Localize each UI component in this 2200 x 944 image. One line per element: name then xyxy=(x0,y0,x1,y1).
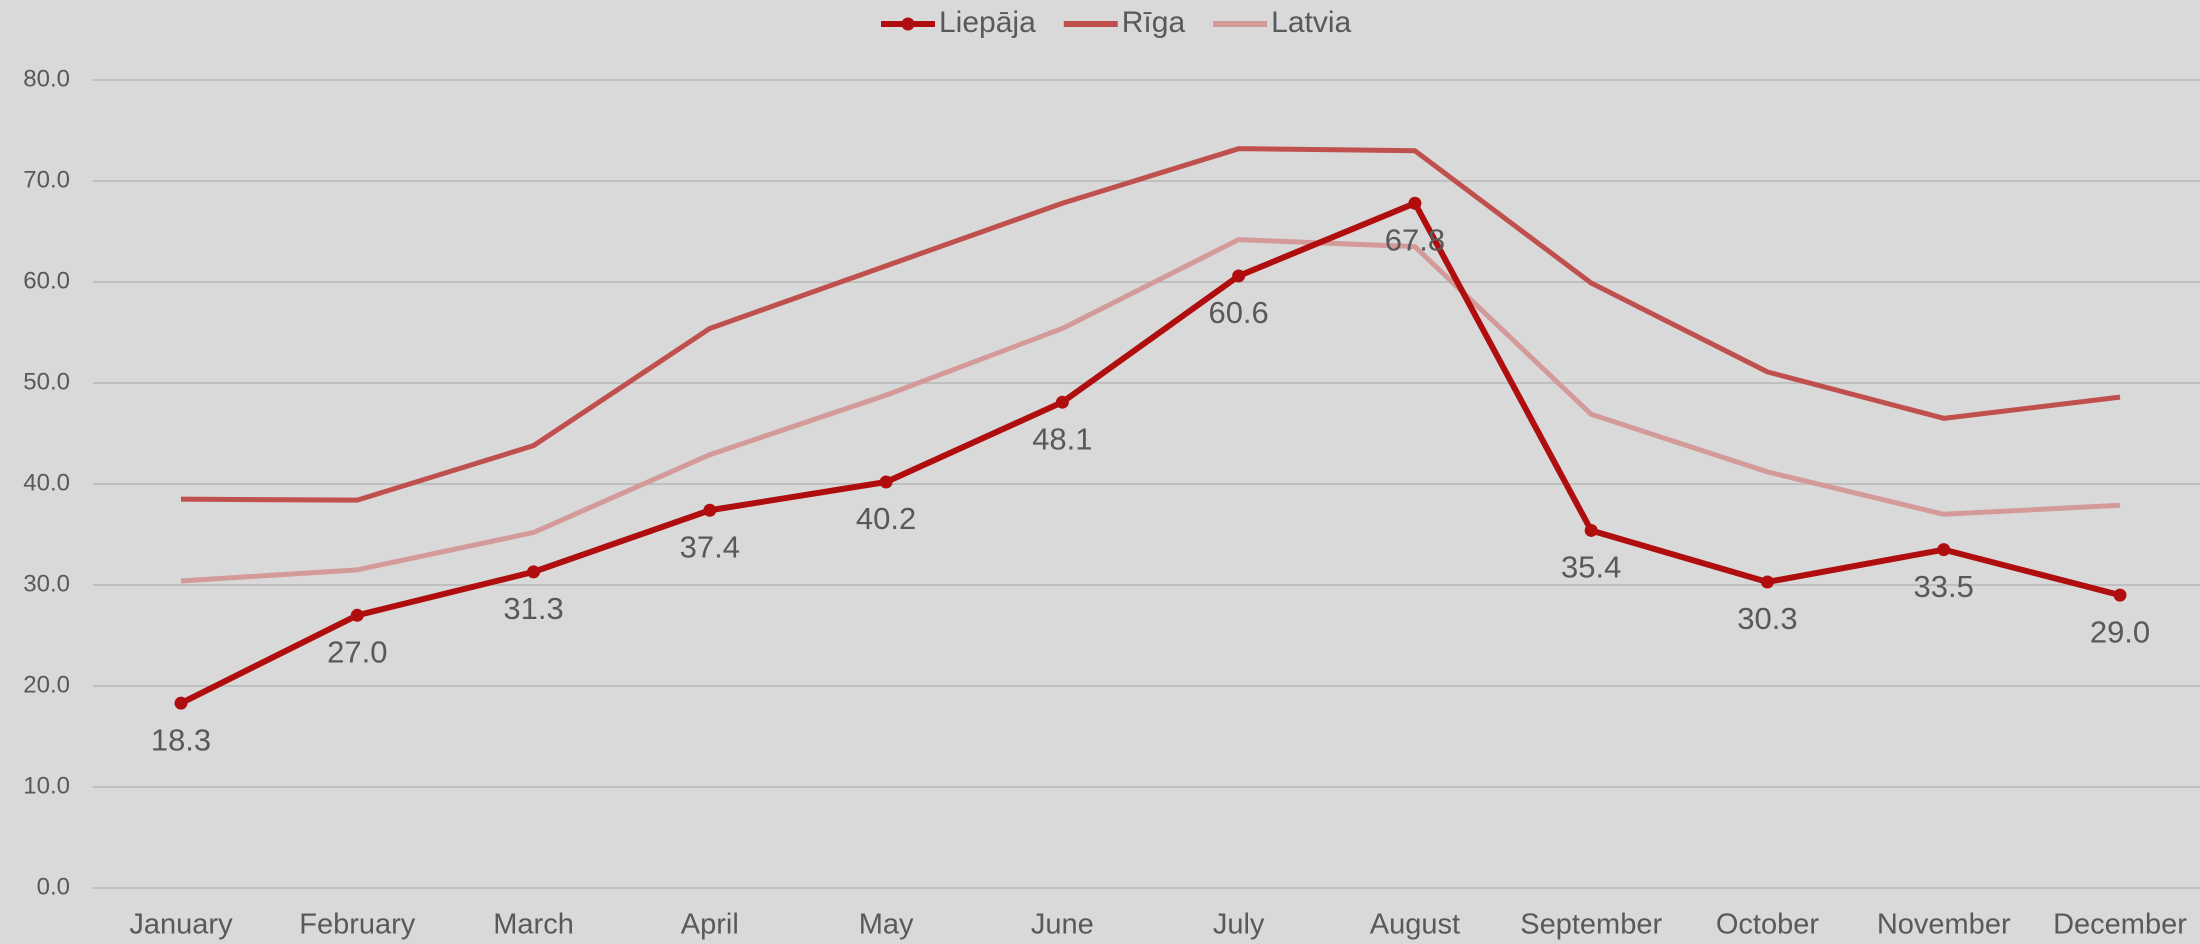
legend-label: Rīga xyxy=(1122,6,1186,39)
x-tick-label: December xyxy=(2053,909,2187,941)
series-line xyxy=(180,146,2121,503)
series-line xyxy=(179,200,2121,706)
point-marker xyxy=(1232,269,1246,283)
data-label: 48.1 xyxy=(1032,421,1092,456)
point-marker xyxy=(879,475,893,489)
x-tick-label: February xyxy=(299,909,416,941)
data-label: 60.6 xyxy=(1208,295,1268,330)
point-marker xyxy=(527,565,541,579)
data-label: 29.0 xyxy=(2090,614,2150,649)
data-label: 67.8 xyxy=(1385,222,1445,257)
y-tick-label: 40.0 xyxy=(23,469,70,496)
y-tick-label: 0.0 xyxy=(37,873,70,900)
x-tick-label: June xyxy=(1031,909,1094,941)
data-label: 31.3 xyxy=(503,591,563,626)
x-tick-label: May xyxy=(859,909,914,941)
y-tick-label: 70.0 xyxy=(23,166,70,193)
data-label: 40.2 xyxy=(856,501,916,536)
point-marker xyxy=(1584,523,1598,537)
x-tick-label: August xyxy=(1370,909,1460,941)
point-marker xyxy=(1760,575,1774,589)
point-marker xyxy=(350,608,364,622)
y-tick-label: 60.0 xyxy=(23,267,70,294)
x-tick-label: November xyxy=(1877,909,2011,941)
y-tick-label: 80.0 xyxy=(23,65,70,92)
point-marker xyxy=(1937,543,1951,557)
y-tick-label: 50.0 xyxy=(23,368,70,395)
point-marker xyxy=(1055,395,1069,409)
data-label: 33.5 xyxy=(1914,569,1974,604)
data-label: 37.4 xyxy=(680,529,740,564)
point-marker xyxy=(174,696,188,710)
legend-marker xyxy=(901,17,915,31)
y-tick-label: 20.0 xyxy=(23,671,70,698)
x-tick-label: January xyxy=(129,909,233,941)
legend-label: Latvia xyxy=(1271,6,1351,39)
point-marker xyxy=(703,503,717,517)
data-label: 18.3 xyxy=(151,722,211,757)
x-tick-label: March xyxy=(493,909,574,941)
x-tick-label: September xyxy=(1520,909,1662,941)
series-line xyxy=(180,237,2121,584)
data-label: 30.3 xyxy=(1737,601,1797,636)
x-tick-label: April xyxy=(681,909,739,941)
x-tick-label: July xyxy=(1213,909,1265,941)
data-label: 27.0 xyxy=(327,634,387,669)
y-tick-label: 30.0 xyxy=(23,570,70,597)
point-marker xyxy=(1408,196,1422,210)
x-tick-label: October xyxy=(1716,909,1819,941)
legend-label: Liepāja xyxy=(939,6,1036,39)
y-tick-label: 10.0 xyxy=(23,772,70,799)
point-marker xyxy=(2113,588,2127,602)
data-label: 35.4 xyxy=(1561,550,1621,585)
